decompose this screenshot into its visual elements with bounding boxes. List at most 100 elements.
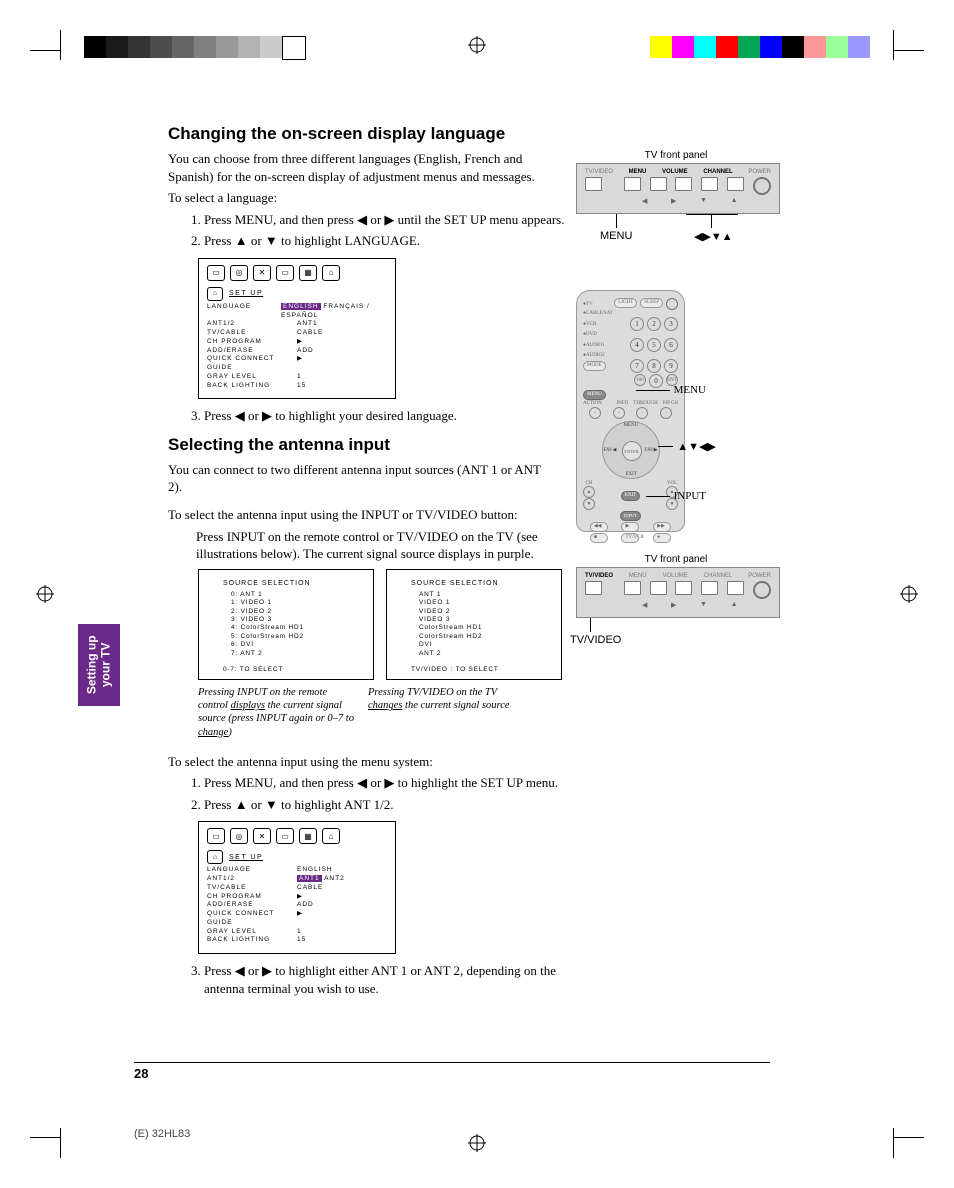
- osd-setup-menu: ▭ ◎ ✕ ▭ ▦ ⌂ ⌂ SET UP LANGUAGEENGLISHANT1…: [198, 821, 396, 954]
- osd-row: QUICK CONNECT GUIDE▶: [207, 910, 387, 928]
- osd-row: ADD/ERASEADD: [207, 347, 387, 356]
- panel-button: [727, 177, 744, 191]
- osd-tab-icon: ⌂: [322, 265, 340, 281]
- registration-mark-icon: [468, 1134, 486, 1152]
- panel-button: [624, 581, 641, 595]
- arrow-left-icon: ◀: [642, 197, 647, 205]
- arrow-down-icon: ▼: [700, 601, 707, 609]
- osd-tab-icon: ◎: [230, 828, 248, 844]
- step-item: Press ▲ or ▼ to highlight ANT 1/2.: [204, 796, 584, 814]
- panel-button: [650, 581, 667, 595]
- osd-source-line: 1: VIDEO 1: [231, 599, 365, 607]
- section-tab: Setting up your TV: [78, 624, 120, 706]
- panel-label: CHANNEL: [703, 169, 732, 175]
- page-number: 28: [134, 1066, 148, 1081]
- registration-mark-icon: [36, 585, 54, 603]
- panel-button: [675, 581, 692, 595]
- osd-tab-icon: ▭: [276, 265, 294, 281]
- osd-row: GRAY LEVEL1: [207, 373, 387, 382]
- osd-tab-icon: ▭: [276, 828, 294, 844]
- step-item: Press MENU, and then press ◀ or ▶ until …: [204, 211, 584, 229]
- panel-label: MENU: [629, 169, 647, 175]
- panel-button: [701, 177, 718, 191]
- footer-code: (E) 32HL83: [134, 1128, 190, 1140]
- callout-label: MENU: [600, 230, 632, 242]
- osd-source-line: 5: ColorStream HD2: [231, 633, 365, 641]
- step-item: Press ▲ or ▼ to highlight LANGUAGE.: [204, 232, 584, 250]
- panel-label: TV/VIDEO: [585, 573, 613, 579]
- arrow-right-icon: ▶: [671, 601, 676, 609]
- osd-source-line: DVI: [419, 641, 553, 649]
- step-item: Press ◀ or ▶ to highlight your desired l…: [204, 407, 584, 425]
- figure-label: TV front panel: [576, 554, 776, 565]
- panel-button: [650, 177, 667, 191]
- step-item: Press MENU, and then press ◀ or ▶ to hig…: [204, 774, 584, 792]
- osd-title: SET UP: [229, 290, 263, 297]
- paragraph: To select the antenna input using the me…: [168, 753, 548, 771]
- osd-row: QUICK CONNECT GUIDE▶: [207, 355, 387, 373]
- osd-tab-icon: ▦: [299, 265, 317, 281]
- osd-tab-icon: ✕: [253, 828, 271, 844]
- osd-row: TV/CABLECABLE: [207, 329, 387, 338]
- paragraph: To select the antenna input using the IN…: [168, 506, 548, 524]
- osd-row: ADD/ERASEADD: [207, 901, 387, 910]
- osd-source-line: 3: VIDEO 3: [231, 616, 365, 624]
- arrow-right-icon: ▶: [671, 197, 676, 205]
- panel-label: TV/VIDEO: [585, 169, 613, 175]
- osd-row: GRAY LEVEL1: [207, 928, 387, 937]
- paragraph: Press INPUT on the remote control or TV/…: [168, 528, 556, 563]
- page-divider: [134, 1062, 770, 1063]
- osd-title: SET UP: [229, 854, 263, 861]
- osd-row: BACK LIGHTING15: [207, 382, 387, 391]
- osd-setup-icon: ⌂: [207, 850, 223, 864]
- osd-row: ANT1/2ANT1: [207, 320, 387, 329]
- callout-label: ▲▼◀▶: [677, 440, 716, 453]
- steps-list: Press MENU, and then press ◀ or ▶ until …: [168, 211, 584, 250]
- osd-row: ANT1/2ANT1 ANT2: [207, 875, 387, 884]
- osd-source-selection-remote: SOURCE SELECTION 0: ANT 11: VIDEO 12: VI…: [198, 569, 374, 681]
- osd-row: CH PROGRAM▶: [207, 338, 387, 347]
- osd-source-line: 2: VIDEO 2: [231, 608, 365, 616]
- steps-list: Press ◀ or ▶ to highlight your desired l…: [168, 407, 584, 425]
- osd-source-line: VIDEO 3: [419, 616, 553, 624]
- osd-tab-icon: ⌂: [322, 828, 340, 844]
- osd-source-line: ANT 2: [419, 650, 553, 658]
- arrow-left-icon: ◀: [642, 601, 647, 609]
- osd-tab-icon: ✕: [253, 265, 271, 281]
- osd-row: CH PROGRAM▶: [207, 893, 387, 902]
- section-tab-line1: Setting up: [84, 636, 98, 695]
- panel-label: MENU: [629, 573, 647, 579]
- panel-button: [624, 177, 641, 191]
- osd-source-line: ANT 1: [419, 591, 553, 599]
- osd-tab-icon: ▭: [207, 265, 225, 281]
- osd-setup-menu: ▭ ◎ ✕ ▭ ▦ ⌂ ⌂ SET UP LANGUAGEENGLISH FRA…: [198, 258, 396, 400]
- panel-button: [585, 581, 602, 595]
- color-calibration-bar: [650, 36, 870, 58]
- osd-row: LANGUAGEENGLISH FRANÇAIS / ESPAÑOL: [207, 303, 387, 321]
- panel-button: [585, 177, 602, 191]
- registration-mark-icon: [468, 36, 486, 54]
- caption: Pressing INPUT on the remote control dis…: [198, 686, 356, 739]
- panel-button: [675, 177, 692, 191]
- panel-label: VOLUME: [662, 573, 687, 579]
- steps-list: Press MENU, and then press ◀ or ▶ to hig…: [168, 774, 584, 813]
- tv-front-panel-diagram: TV/VIDEO MENU VOLUME CHANNEL POWER ◀ ▶: [576, 567, 780, 618]
- osd-source-selection-tv: SOURCE SELECTION ANT 1VIDEO 1VIDEO 2VIDE…: [386, 569, 562, 681]
- osd-row: TV/CABLECABLE: [207, 884, 387, 893]
- osd-source-line: VIDEO 1: [419, 599, 553, 607]
- panel-label: CHANNEL: [704, 573, 733, 579]
- osd-source-line: 4: ColorStream HD1: [231, 624, 365, 632]
- osd-source-line: 6: DVI: [231, 641, 365, 649]
- registration-mark-icon: [900, 585, 918, 603]
- grayscale-calibration-bar: [84, 36, 306, 60]
- panel-label: POWER: [748, 169, 771, 175]
- paragraph: To select a language:: [168, 189, 548, 207]
- callout-label: MENU: [674, 384, 706, 396]
- paragraph: You can connect to two different antenna…: [168, 461, 548, 496]
- arrow-down-icon: ▼: [700, 197, 707, 205]
- osd-footer: 0-7: TO SELECT: [223, 666, 365, 673]
- osd-source-line: 0: ANT 1: [231, 591, 365, 599]
- osd-heading: SOURCE SELECTION: [223, 580, 365, 587]
- heading-language: Changing the on-screen display language: [168, 124, 768, 144]
- osd-setup-icon: ⌂: [207, 287, 223, 301]
